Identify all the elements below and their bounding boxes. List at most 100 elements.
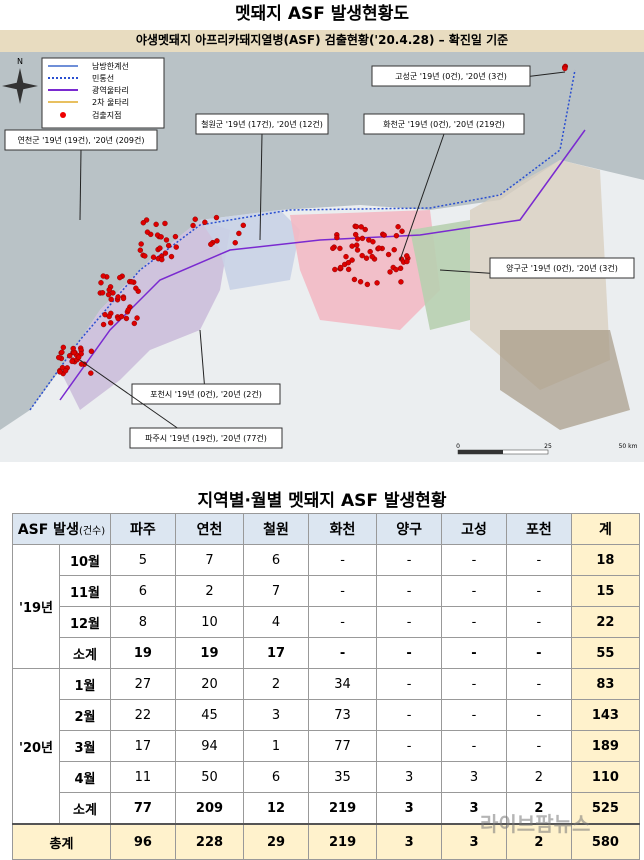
column-header: 철원 [243, 513, 309, 545]
total-cell: 2 [505, 823, 572, 860]
table-row: 11월 6 2 7- - - -15 [13, 575, 641, 607]
legend-label: 민통선 [92, 73, 114, 83]
detection-dot [99, 290, 106, 296]
scale-bar: 0 25 50 km [456, 443, 638, 455]
legend: 남방한계선 민통선 광역울타리 2차 울타리 검출지점 [41, 57, 165, 129]
table-cell: - [505, 575, 572, 607]
table-cell: 110 [570, 761, 641, 793]
table-cell: 77 [110, 792, 176, 825]
detection-dot [88, 348, 95, 354]
leader-line [399, 133, 445, 261]
table-cell: - [376, 730, 443, 762]
table-cell: - [505, 544, 572, 576]
detection-dot [391, 247, 397, 253]
detection-dot [359, 235, 366, 242]
detection-dot [133, 285, 139, 291]
detection-dot [159, 256, 165, 263]
region [200, 210, 300, 290]
detection-dot [162, 220, 168, 227]
table: ASF 발생(건수) 파주 연천 철원 화천 양구 고성 포천 계 '19년 10월 5 7 6- - - -1… [12, 513, 641, 860]
detection-dot [393, 266, 399, 273]
callout-label: 철원군 '19년 (17건), '20년 (12건) [201, 119, 323, 129]
table-cell: - [376, 699, 443, 731]
table-cell: 19 [110, 637, 176, 669]
table-cell: 189 [570, 730, 641, 762]
detection-dot [163, 237, 170, 243]
detection-dot [353, 242, 360, 248]
total-cell: 580 [570, 823, 641, 860]
table-row: '20년 1월 27 20 2 34- - -83 [12, 668, 641, 825]
row-label: 2월 [59, 699, 111, 731]
table-cell: 45 [174, 699, 245, 731]
scale-label: 25 [544, 443, 552, 450]
detection-dot [173, 244, 179, 250]
detection-dot [351, 276, 358, 283]
scale-label: 50 km [619, 443, 638, 450]
header-row: ASF 발생(건수) 파주 연천 철원 화천 양구 고성 포천 계 [12, 513, 641, 545]
detection-dot [105, 291, 112, 298]
table-cell: 17 [243, 637, 309, 669]
subtitle-band [0, 30, 644, 52]
callout-box [4, 129, 158, 151]
detection-dot [108, 296, 114, 303]
corner-unit: (건수) [78, 526, 106, 537]
table-cell: - [441, 668, 507, 700]
table-cell: 15 [570, 575, 641, 607]
table-cell: - [307, 544, 378, 576]
table-cell: 525 [570, 792, 641, 825]
table-cell: - [441, 637, 507, 669]
detection-dot [118, 313, 125, 320]
table-cell: 35 [307, 761, 378, 793]
column-header: 연천 [174, 513, 245, 545]
detection-dot [376, 245, 382, 251]
table-cell: 2 [505, 761, 572, 793]
detection-dot [192, 216, 198, 222]
detection-dot [213, 214, 220, 221]
table-cell: 19 [174, 637, 245, 669]
total-label: 총계 [12, 823, 111, 860]
detection-dot [153, 221, 159, 228]
table-cell: 55 [570, 637, 641, 669]
corner-cell: ASF 발생(건수) [12, 513, 111, 545]
detection-dot [98, 280, 104, 286]
total-cell: 228 [174, 823, 245, 860]
detection-dot [66, 353, 73, 359]
detection-dot [62, 368, 69, 374]
legend-label: 2차 울타리 [92, 98, 129, 107]
detection-dot [354, 247, 361, 253]
detection-dot [381, 232, 387, 238]
table-cell: - [376, 544, 443, 576]
corner-label: ASF 발생 [17, 522, 79, 538]
row-label: 4월 [59, 761, 111, 793]
detection-dot [172, 233, 179, 240]
table-cell: 77 [307, 730, 378, 762]
detection-dot [125, 307, 131, 313]
detection-dot [398, 279, 404, 285]
title: 멧돼지 ASF 발생현황도 [235, 4, 409, 24]
callout-box [195, 113, 329, 135]
table-cell: - [441, 544, 507, 576]
table-cell: - [376, 637, 443, 669]
detection-dot [168, 253, 175, 260]
row-label: 1월 [59, 668, 111, 700]
table-cell: 5 [110, 544, 176, 576]
detection-dot [165, 242, 172, 249]
detection-dot [393, 233, 400, 239]
table-row: 12월 8 10 4- - - -22 [13, 606, 641, 638]
detection-dot [349, 243, 355, 249]
detection-dot [88, 370, 94, 376]
detection-dot [364, 281, 371, 288]
detection-dot [106, 287, 112, 293]
total-cell: 219 [307, 823, 378, 860]
table-row: 3월 17 94 1 77- - -189 [13, 730, 641, 762]
detection-dot [137, 247, 144, 253]
table-cell: 2 [174, 575, 245, 607]
table-cell: 8 [110, 606, 176, 638]
detection-dot [162, 250, 169, 256]
scale-label: 0 [456, 443, 460, 450]
detection-dot [337, 245, 343, 252]
detection-dot [399, 228, 405, 234]
callout-label: 고성군 '19년 (0건), '20년 (3건) [395, 71, 507, 81]
table-cell: - [505, 606, 572, 638]
